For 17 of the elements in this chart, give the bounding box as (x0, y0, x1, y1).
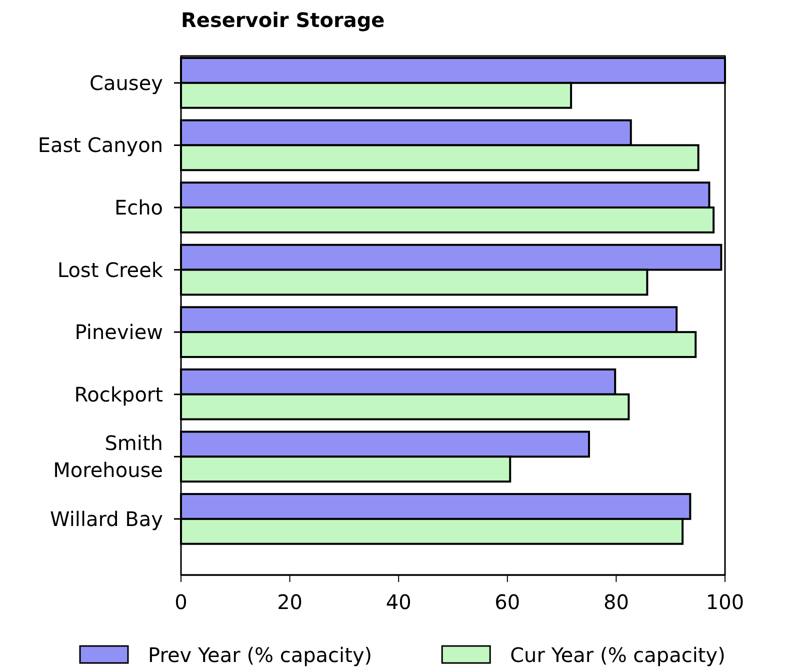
y-tick-label: Causey (90, 70, 164, 95)
x-tick-label: 20 (277, 590, 303, 614)
chart-title: Reservoir Storage (181, 8, 385, 32)
y-tick-label: Smith Morehouse (53, 431, 163, 482)
y-tick-label: Lost Creek (57, 258, 164, 282)
y-tick-label: Pineview (74, 320, 163, 344)
legend-label: Cur Year (% capacity) (510, 643, 726, 667)
x-tick-label: 100 (706, 590, 744, 614)
x-tick-label: 80 (603, 590, 629, 614)
y-tick-label: Rockport (74, 382, 164, 406)
legend-label: Prev Year (% capacity) (148, 643, 372, 667)
x-tick-label: 40 (386, 590, 412, 614)
y-tick-label: Echo (114, 195, 163, 220)
y-tick-label: Willard Bay (50, 506, 164, 531)
y-tick-label: East Canyon (38, 133, 163, 158)
x-tick-label: 60 (494, 590, 520, 614)
x-tick-label: 0 (174, 590, 188, 614)
